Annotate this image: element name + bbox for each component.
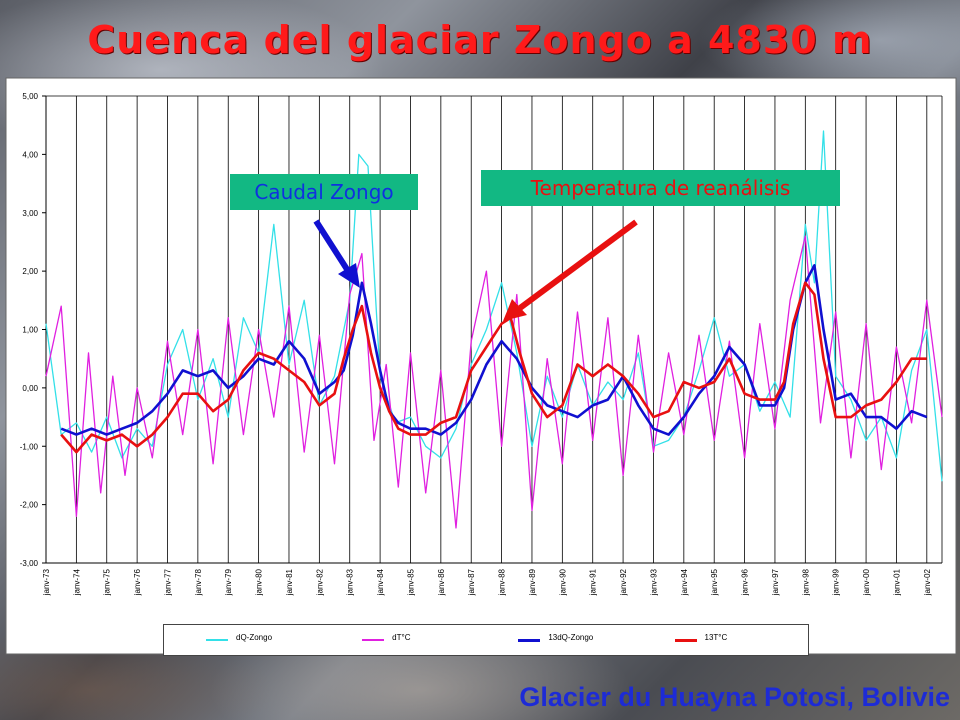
y-tick-label: -3,00 xyxy=(20,559,39,568)
x-tick-label: janv-81 xyxy=(285,568,294,596)
x-tick-label: janv-80 xyxy=(255,568,264,596)
x-tick-label: janv-91 xyxy=(589,568,598,596)
legend-swatch xyxy=(674,639,697,642)
y-tick-label: 4,00 xyxy=(22,150,38,159)
x-tick-label: janv-00 xyxy=(862,568,871,596)
x-tick-label: janv-98 xyxy=(801,568,810,596)
legend-label: dQ-Zongo xyxy=(236,633,273,642)
x-tick-label: janv-77 xyxy=(163,568,172,596)
x-tick-label: janv-74 xyxy=(72,568,81,596)
caudal-arrow-line xyxy=(313,219,353,276)
axis-layer: -3,00 -2,00 -1,00 0,00 1,00 2,00 3,00 4,00 5,00 j… xyxy=(20,92,942,596)
arrow-layer xyxy=(313,219,638,321)
temp-arrow-line xyxy=(518,219,638,311)
series-layer xyxy=(45,130,943,529)
x-tick-label: janv-83 xyxy=(346,568,355,596)
callout-temperatura: Temperatura de reanálisis xyxy=(481,170,840,206)
x-tick-label: janv-88 xyxy=(498,568,507,596)
x-tick-label: janv-75 xyxy=(103,568,112,596)
x-tick-label: janv-82 xyxy=(315,568,324,596)
caudal-arrow-head xyxy=(338,263,360,288)
x-tick-label: janv-01 xyxy=(892,568,901,596)
x-tick-label: janv-73 xyxy=(42,568,51,596)
legend-swatch xyxy=(518,639,541,642)
x-tick-label: janv-02 xyxy=(923,568,932,596)
x-tick-label: janv-97 xyxy=(771,568,780,596)
x-tick-label: janv-96 xyxy=(741,568,750,596)
x-tick-label: janv-95 xyxy=(710,568,719,596)
x-tick-label: janv-90 xyxy=(558,568,567,596)
x-tick-label: janv-86 xyxy=(437,568,446,596)
x-tick-label: janv-92 xyxy=(619,568,628,596)
x-tick-label: janv-87 xyxy=(467,568,476,596)
y-tick-label: -2,00 xyxy=(20,501,39,510)
series-line-dqzongo xyxy=(45,130,943,482)
y-tick-label: 0,00 xyxy=(22,384,38,393)
series-line-dtc xyxy=(45,235,943,529)
legend-swatch xyxy=(362,639,385,641)
callout-caudal-zongo: Caudal Zongo xyxy=(230,174,418,210)
series-line-13tc xyxy=(60,281,927,454)
chart-legend: dQ-Zongo dT°C 13dQ-Zongo 13T°C xyxy=(163,624,809,656)
y-tick-label: 1,00 xyxy=(22,326,38,335)
legend-label: dT°C xyxy=(392,633,411,642)
x-tick-label: janv-93 xyxy=(649,568,658,596)
x-tick-label: janv-84 xyxy=(376,568,385,596)
x-tick-label: janv-78 xyxy=(194,568,203,596)
x-tick-label: janv-79 xyxy=(224,568,233,596)
x-tick-label: janv-85 xyxy=(406,568,415,596)
chart-area xyxy=(5,77,957,655)
y-tick-label: 5,00 xyxy=(22,92,38,101)
page-title: Cuenca del glaciar Zongo a 4830 m xyxy=(87,18,873,62)
y-tick-label: -1,00 xyxy=(20,442,39,451)
footer-caption: Glacier du Huayna Potosi, Bolivie xyxy=(519,682,950,712)
x-tick-label: janv-94 xyxy=(680,568,689,596)
x-tick-label: janv-76 xyxy=(133,568,142,596)
y-tick-label: 2,00 xyxy=(22,267,38,276)
x-tick-label: janv-89 xyxy=(528,568,537,596)
x-tick-label: janv-99 xyxy=(832,568,841,596)
temp-arrow-head xyxy=(503,299,527,321)
legend-label: 13dQ-Zongo xyxy=(548,633,594,642)
legend-label: 13T°C xyxy=(704,633,728,642)
y-tick-label: 3,00 xyxy=(22,209,38,218)
legend-swatch xyxy=(206,639,228,641)
